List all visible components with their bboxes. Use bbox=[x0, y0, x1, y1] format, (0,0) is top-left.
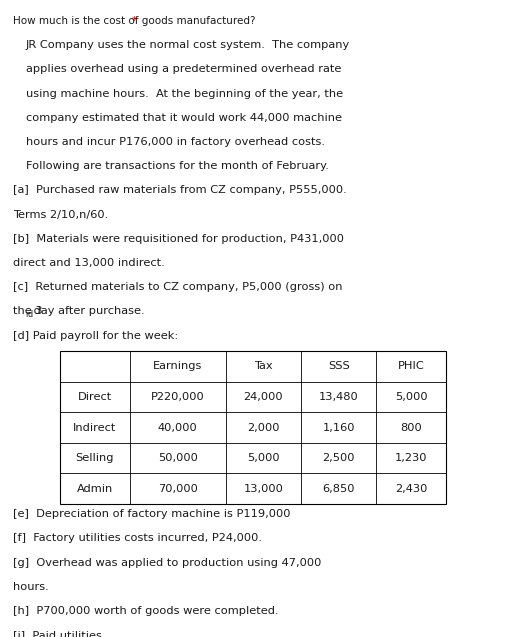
Text: 800: 800 bbox=[401, 422, 422, 433]
Text: 1,160: 1,160 bbox=[322, 422, 355, 433]
Text: rd: rd bbox=[25, 310, 34, 318]
Text: 2,000: 2,000 bbox=[247, 422, 280, 433]
Text: using machine hours.  At the beginning of the year, the: using machine hours. At the beginning of… bbox=[26, 89, 343, 99]
Text: hours and incur P176,000 in factory overhead costs.: hours and incur P176,000 in factory over… bbox=[26, 137, 325, 147]
Text: JR Company uses the normal cost system.  The company: JR Company uses the normal cost system. … bbox=[26, 40, 350, 50]
Text: Admin: Admin bbox=[77, 483, 113, 494]
Text: day after purchase.: day after purchase. bbox=[30, 306, 145, 317]
Text: 24,000: 24,000 bbox=[243, 392, 283, 402]
Text: [b]  Materials were requisitioned for production, P431,000: [b] Materials were requisitioned for pro… bbox=[13, 234, 344, 244]
Text: P220,000: P220,000 bbox=[151, 392, 204, 402]
Text: 6,850: 6,850 bbox=[322, 483, 355, 494]
Text: [e]  Depreciation of factory machine is P119,000: [e] Depreciation of factory machine is P… bbox=[13, 509, 291, 519]
Text: 2,430: 2,430 bbox=[395, 483, 428, 494]
Text: company estimated that it would work 44,000 machine: company estimated that it would work 44,… bbox=[26, 113, 342, 123]
Text: 13,480: 13,480 bbox=[319, 392, 359, 402]
Text: 1,230: 1,230 bbox=[395, 453, 428, 463]
Text: Selling: Selling bbox=[75, 453, 114, 463]
Text: [a]  Purchased raw materials from CZ company, P555,000.: [a] Purchased raw materials from CZ comp… bbox=[13, 185, 347, 196]
Text: applies overhead using a predetermined overhead rate: applies overhead using a predetermined o… bbox=[26, 64, 342, 75]
Text: 2,500: 2,500 bbox=[322, 453, 355, 463]
Text: [g]  Overhead was applied to production using 47,000: [g] Overhead was applied to production u… bbox=[13, 557, 321, 568]
Text: 70,000: 70,000 bbox=[158, 483, 198, 494]
Text: Tax: Tax bbox=[254, 361, 272, 371]
Text: 5,000: 5,000 bbox=[395, 392, 428, 402]
Text: *: * bbox=[132, 16, 137, 26]
Text: How much is the cost of goods manufactured?: How much is the cost of goods manufactur… bbox=[13, 16, 259, 26]
Text: Direct: Direct bbox=[78, 392, 112, 402]
Text: SSS: SSS bbox=[328, 361, 349, 371]
Text: [f]  Factory utilities costs incurred, P24,000.: [f] Factory utilities costs incurred, P2… bbox=[13, 533, 262, 543]
Text: direct and 13,000 indirect.: direct and 13,000 indirect. bbox=[13, 258, 165, 268]
Text: 40,000: 40,000 bbox=[158, 422, 198, 433]
Text: [c]  Returned materials to CZ company, P5,000 (gross) on: [c] Returned materials to CZ company, P5… bbox=[13, 282, 343, 292]
Text: [i]  Paid utilities.: [i] Paid utilities. bbox=[13, 630, 105, 637]
Text: hours.: hours. bbox=[13, 582, 49, 592]
Text: [h]  P700,000 worth of goods were completed.: [h] P700,000 worth of goods were complet… bbox=[13, 606, 279, 616]
Text: 13,000: 13,000 bbox=[243, 483, 283, 494]
Text: 5,000: 5,000 bbox=[247, 453, 280, 463]
Text: PHIC: PHIC bbox=[398, 361, 425, 371]
Text: 50,000: 50,000 bbox=[158, 453, 198, 463]
Text: Terms 2/10,n/60.: Terms 2/10,n/60. bbox=[13, 210, 108, 220]
Text: Indirect: Indirect bbox=[73, 422, 116, 433]
Text: Earnings: Earnings bbox=[153, 361, 202, 371]
Text: [d] Paid payroll for the week:: [d] Paid payroll for the week: bbox=[13, 331, 178, 341]
Text: Following are transactions for the month of February.: Following are transactions for the month… bbox=[26, 161, 329, 171]
Text: the 3: the 3 bbox=[13, 306, 43, 317]
